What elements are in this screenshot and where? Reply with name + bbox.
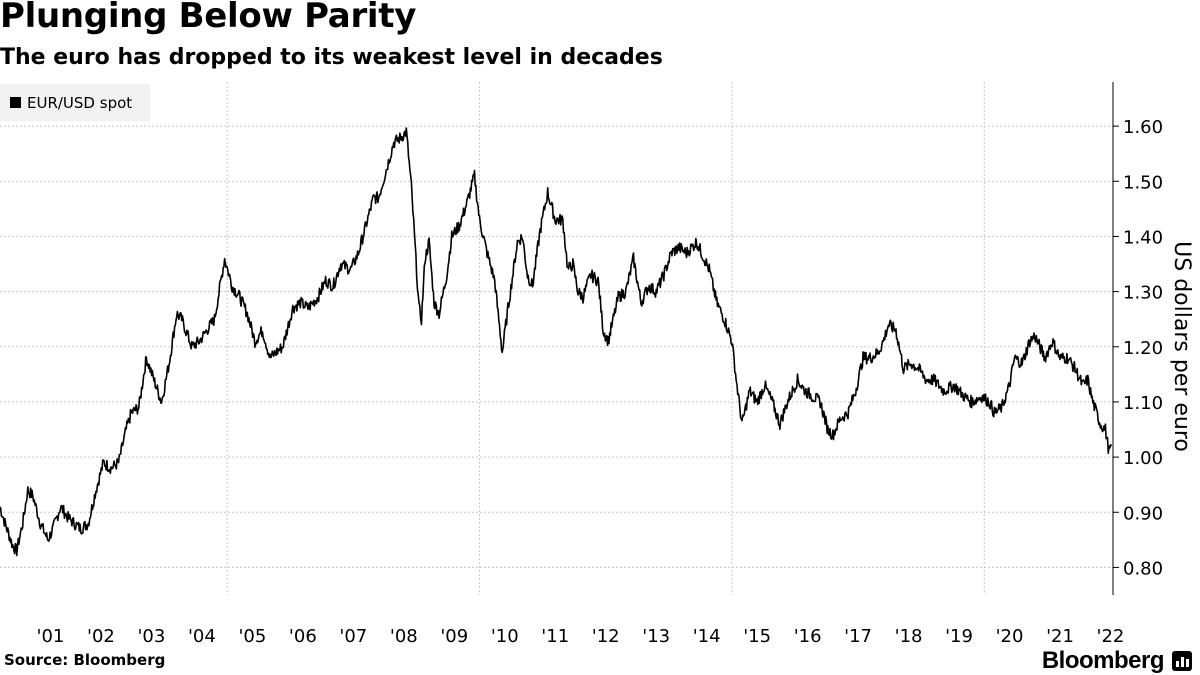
y-axis-title: US dollars per euro [1169,241,1194,452]
line-layer [0,127,1113,557]
y-tick-label: 1.20 [1123,338,1163,359]
x-tick-label: '13 [642,626,670,647]
x-tick-label: '18 [895,626,923,647]
x-tick-label: '12 [592,626,620,647]
x-tick-label: '15 [743,626,771,647]
legend-box [0,84,150,121]
source-note: Source: Bloomberg [4,651,166,669]
x-tick-label: '14 [693,626,721,647]
x-tick-label: '16 [794,626,822,647]
x-tick-label: '08 [390,626,418,647]
y-tick-label: 1.00 [1123,448,1163,469]
x-tick-label: '11 [541,626,569,647]
y-tick-label: 1.10 [1123,393,1163,414]
y-tick-label: 0.80 [1123,558,1163,579]
series-line-eur-usd [0,127,1113,557]
y-tick-label: 1.30 [1123,283,1163,304]
grid-layer [0,82,1113,595]
x-tick-label: '04 [188,626,216,647]
x-tick-label: '20 [996,626,1024,647]
x-tick-label: '19 [945,626,973,647]
axis-layer: 0.80 0.90 1.00 1.10 1.20 1.30 1.40 1.50 1.60 '01 '… [37,82,1194,647]
x-tick-label: '02 [87,626,115,647]
x-tick-label: '22 [1097,626,1125,647]
y-tick-label: 1.60 [1123,117,1163,138]
chart-subtitle: The euro has dropped to its weakest leve… [0,45,663,70]
x-tick-label: '21 [1046,626,1074,647]
bloomberg-logo: Bloomberg [1041,647,1165,674]
legend-swatch [10,97,21,108]
x-tick-label: '06 [289,626,317,647]
chart-title: Plunging Below Parity [0,0,417,36]
bar-chart-icon [1172,651,1192,671]
y-tick-label: 1.40 [1123,227,1163,248]
y-tick-label: 0.90 [1123,503,1163,524]
x-tick-label: '05 [238,626,266,647]
x-tick-label: '01 [37,626,65,647]
x-tick-label: '17 [844,626,872,647]
x-tick-label: '03 [137,626,165,647]
legend: EUR/USD spot [0,84,150,121]
x-tick-label: '07 [339,626,367,647]
legend-label: EUR/USD spot [27,94,132,112]
y-tick-label: 1.50 [1123,172,1163,193]
x-tick-label: '09 [440,626,468,647]
x-tick-label: '10 [491,626,519,647]
